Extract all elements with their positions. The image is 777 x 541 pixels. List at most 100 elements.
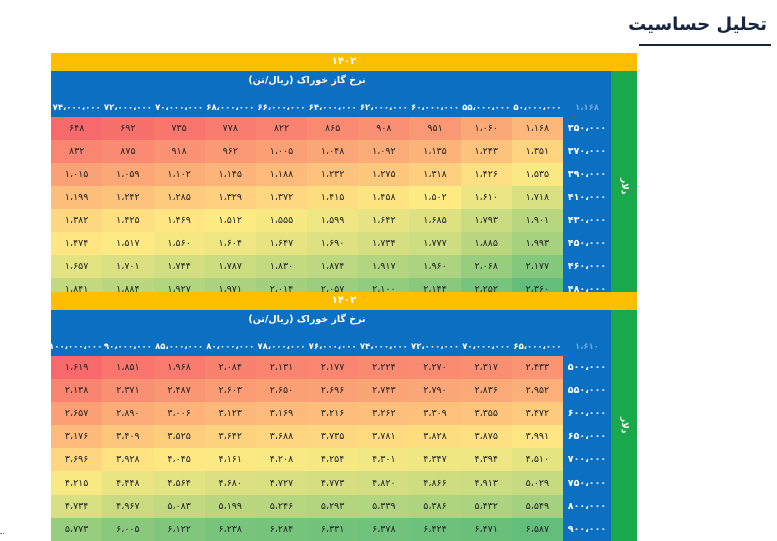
- table-cell: ۴،۲۱۵: [51, 471, 103, 495]
- column-header: ۷۴،۰۰۰،۰۰۰: [358, 328, 410, 356]
- column-header: ۶۴،۰۰۰،۰۰۰: [307, 89, 359, 117]
- table-cell: ۴،۷۷۳: [307, 471, 359, 495]
- table-cell: ۱،۱۶۸: [511, 117, 563, 140]
- table-cell: ۱،۴۵۸: [358, 186, 410, 209]
- table-cell: ۷۷۸: [204, 117, 256, 140]
- row-header: ۶۵۰،۰۰۰: [563, 425, 611, 449]
- corner-value: ۱،۱۶۸: [563, 89, 611, 117]
- table-cell: ۲،۱۷۷: [511, 255, 563, 278]
- table-cell: ۳،۷۳۵: [307, 425, 359, 449]
- table-cell: ۲،۳۷۱: [102, 379, 154, 403]
- table-cell: ۲،۱۷۷: [307, 356, 359, 380]
- table-cell: ۴،۲۰۸: [255, 448, 308, 472]
- table-cell: ۱،۲۴۳: [460, 140, 512, 163]
- table-cell: ۳،۸۷۵: [460, 425, 512, 449]
- column-header: ۶۲،۰۰۰،۰۰۰: [358, 89, 410, 117]
- column-header: ۷۲،۰۰۰،۰۰۰: [102, 89, 154, 117]
- table-cell: ۵،۴۳۲: [460, 494, 512, 518]
- table-cell: ۱،۸۵۱: [102, 356, 154, 380]
- table-cell: ۱،۰۰۵: [255, 140, 308, 163]
- table-cell: ۱،۷۹۳: [460, 209, 512, 232]
- table-cell: ۶،۵۸۷: [511, 517, 563, 541]
- table-cell: ۴،۱۶۱: [204, 448, 256, 472]
- table-cell: ۲،۴۳۳: [511, 356, 563, 380]
- table-row: ۳۷۰،۰۰۰ ۱،۳۵۱ ۱،۲۴۳ ۱،۱۳۵ ۱،۰۹۲ ۱،۰۴۸ ۱،۰۰۵ ۹۶۲…: [51, 140, 611, 163]
- table-cell: ۶،۱۲۲: [153, 517, 205, 541]
- table-row: ۷۰۰،۰۰۰ ۴،۵۱۰ ۴،۳۹۴ ۴،۳۴۷ ۴،۳۰۱ ۴،۲۵۴ ۴،۲۰۸ ۴،۱…: [51, 448, 611, 472]
- table-cell: ۱،۰۶۰: [460, 117, 512, 140]
- table-cell: ۶،۴۷۱: [460, 517, 512, 541]
- column-header: ۱۰۰،۰۰۰،۰۰۰: [51, 328, 103, 356]
- table-cell: ۱،۷۰۱: [102, 255, 154, 278]
- row-header: ۴۵۰،۰۰۰: [563, 232, 611, 255]
- table-cell: ۵،۷۷۳: [51, 517, 103, 541]
- table-cell: ۱،۸۳۰: [255, 255, 308, 278]
- column-group-label: نرخ گاز خوراک (ریال/تن): [51, 71, 563, 89]
- table-cell: ۳،۲۱۶: [307, 402, 359, 426]
- table-cell: ۴،۷۳۴: [51, 494, 103, 518]
- title-underline: [639, 44, 771, 46]
- table-cell: ۱،۰۱۵: [51, 163, 103, 186]
- table-row: ۵۰۰،۰۰۰ ۲،۴۳۳ ۲،۳۱۷ ۲،۲۷۰ ۲،۲۲۴ ۲،۱۷۷ ۲،۱۳۱ ۲،۰…: [51, 356, 611, 380]
- table-cell: ۱،۸۷۴: [307, 255, 359, 278]
- table-cell: ۳،۶۸۸: [255, 425, 308, 449]
- table-cell: ۳،۴۷۲: [511, 402, 563, 426]
- year-bar: ۱۴۰۲: [51, 292, 637, 310]
- table-cell: ۳،۴۰۹: [102, 425, 154, 449]
- table-cell: ۱،۳۷۲: [255, 186, 308, 209]
- table-cell: ۱،۴۲۶: [460, 163, 512, 186]
- table-cell: ۳،۳۵۵: [460, 402, 512, 426]
- table-cell: ۹۱۸: [153, 140, 205, 163]
- table-cell: ۳،۰۰۶: [153, 402, 205, 426]
- table-cell: ۲،۴۸۷: [153, 379, 205, 403]
- table-cell: ۴،۶۸۰: [204, 471, 256, 495]
- column-header: ۵۵،۰۰۰،۰۰۰: [460, 89, 512, 117]
- column-header: ۶۸،۰۰۰،۰۰۰: [204, 89, 256, 117]
- column-header: ۷۶،۰۰۰،۰۰۰: [307, 328, 359, 356]
- table-cell: ۴،۸۲۰: [358, 471, 410, 495]
- table-cell: ۲،۷۴۳: [358, 379, 410, 403]
- table-cell: ۲،۰۸۴: [204, 356, 256, 380]
- table-cell: ۵،۰۸۳: [153, 494, 205, 518]
- column-header: ۸۰،۰۰۰،۰۰۰: [204, 328, 256, 356]
- table-cell: ۶۴۸: [51, 117, 103, 140]
- column-header: ۹۰،۰۰۰،۰۰۰: [102, 328, 154, 356]
- table-cell: ۱،۶۴۷: [255, 232, 308, 255]
- column-header: ۵۰،۰۰۰،۰۰۰: [511, 89, 563, 117]
- table-cell: ۲،۶۰۳: [204, 379, 256, 403]
- table-cell: ۳،۵۲۵: [153, 425, 205, 449]
- table-cell: ۲،۶۵۷: [51, 402, 103, 426]
- table-cell: ۳،۲۶۲: [358, 402, 410, 426]
- table-cell: ۳،۳۰۹: [409, 402, 461, 426]
- table-cell: ۱،۷۷۷: [409, 232, 461, 255]
- table-cell: ۱،۳۵۱: [511, 140, 563, 163]
- table-cell: ۲،۶۵۰: [255, 379, 308, 403]
- table-cell: ۷۳۵: [153, 117, 205, 140]
- table-cell: ۹۵۱: [409, 117, 461, 140]
- table-row: ۷۵۰،۰۰۰ ۵،۰۲۹ ۴،۹۱۳ ۴،۸۶۶ ۴،۸۲۰ ۴،۷۷۳ ۴،۷۲۷ ۴،۶…: [51, 471, 611, 495]
- table-cell: ۱،۱۹۹: [51, 186, 103, 209]
- table-cell: ۱،۰۴۸: [307, 140, 359, 163]
- table-row: ۳۵۰،۰۰۰ ۱،۱۶۸ ۱،۰۶۰ ۹۵۱ ۹۰۸ ۸۶۵ ۸۲۲ ۷۷۸ ۷۳۵ ۶۹۲ ۶۴…: [51, 117, 611, 140]
- table-cell: ۱،۱۴۵: [204, 163, 256, 186]
- table-cell: ۳،۸۲۸: [409, 425, 461, 449]
- column-group-label: نرخ گاز خوراک (ریال/تن): [51, 310, 563, 328]
- table-cell: ۳،۱۲۳: [204, 402, 256, 426]
- column-header: ۷۰،۰۰۰،۰۰۰: [460, 328, 512, 356]
- table-cell: ۴،۲۵۴: [307, 448, 359, 472]
- table-cell: ۱،۵۰۲: [409, 186, 461, 209]
- table-cell: ۱،۹۶۸: [153, 356, 205, 380]
- row-header: ۵۰۰،۰۰۰: [563, 356, 611, 380]
- table-cell: ۱،۶۴۲: [358, 209, 410, 232]
- table-cell: ۶،۰۰۵: [102, 517, 154, 541]
- table-body: ۵۰۰،۰۰۰ ۲،۴۳۳ ۲،۳۱۷ ۲،۲۷۰ ۲،۲۲۴ ۲،۱۷۷ ۲،۱۳۱ ۲،۰…: [51, 356, 611, 541]
- table-cell: ۸۶۵: [307, 117, 359, 140]
- table-cell: ۸۷۵: [102, 140, 154, 163]
- corner-value: ۱،۶۱۰: [563, 328, 611, 356]
- sensitivity-table-1: ۱۴۰۲ نرخ گاز خوراک (ریال/تن) ۱،۱۶۸ ۵۰،۰۰…: [51, 53, 637, 301]
- table-cell: ۱،۵۱۲: [204, 209, 256, 232]
- table-cell: ۴،۵۶۴: [153, 471, 205, 495]
- table-row: ۴۶۰،۰۰۰ ۲،۱۷۷ ۲،۰۶۸ ۱،۹۶۰ ۱،۹۱۷ ۱،۸۷۴ ۱،۸۳۰ ۱،۷…: [51, 255, 611, 278]
- table-cell: ۲،۷۹۰: [409, 379, 461, 403]
- table-cell: ۱،۳۱۸: [409, 163, 461, 186]
